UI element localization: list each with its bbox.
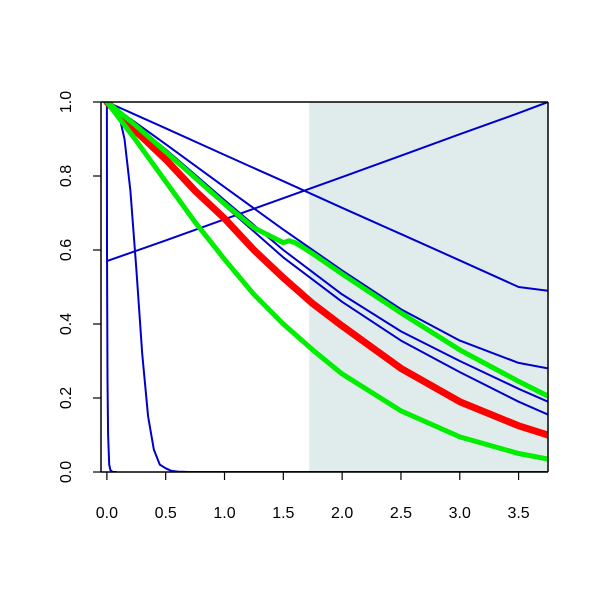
x-tick-label: 0.5 bbox=[155, 505, 177, 522]
x-tick-label: 1.0 bbox=[213, 505, 235, 522]
y-tick-label: 0.0 bbox=[58, 461, 75, 483]
axes-layer: 0.0 0.5 1.0 1.5 2.0 2.5 3.0 3.5 0.0 0.2 0.4 0.6 0.8 1… bbox=[58, 91, 549, 522]
x-tick-label: 3.0 bbox=[449, 505, 471, 522]
y-tick-label: 0.4 bbox=[58, 313, 75, 335]
shaded-region bbox=[309, 102, 548, 472]
x-tick-label: 2.5 bbox=[390, 505, 412, 522]
x-tick-label: 1.5 bbox=[272, 505, 294, 522]
series-line-3 bbox=[105, 102, 548, 263]
y-tick-label: 0.2 bbox=[58, 387, 75, 409]
series-line-5 bbox=[105, 102, 548, 370]
x-tick-label: 0.0 bbox=[96, 505, 118, 522]
series-line-8 bbox=[103, 102, 548, 439]
y-tick-label: 0.8 bbox=[58, 165, 75, 187]
x-tick-label: 3.5 bbox=[507, 505, 529, 522]
y-tick-label: 1.0 bbox=[58, 91, 75, 113]
x-tick-label: 2.0 bbox=[331, 505, 353, 522]
series-line-9 bbox=[104, 102, 548, 399]
y-tick-label: 0.6 bbox=[58, 239, 75, 261]
series-line-4 bbox=[105, 102, 548, 292]
series-line-10 bbox=[104, 102, 548, 462]
series-layer bbox=[103, 102, 548, 472]
